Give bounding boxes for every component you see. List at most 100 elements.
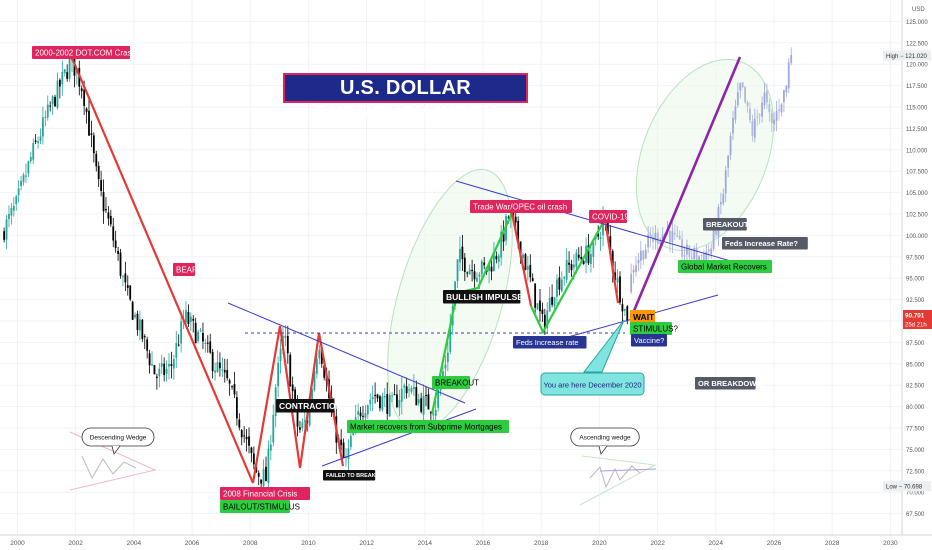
x-tick-label: 2000: [10, 540, 25, 547]
candle-body: [519, 241, 522, 258]
candle-body: [235, 397, 238, 419]
candle-body: [381, 396, 384, 410]
candle-body: [563, 277, 566, 279]
candle-body: [536, 303, 539, 310]
annotation-stimulus: STIMULUS?: [633, 325, 678, 334]
annotation-box-global-market-recovers: [678, 260, 772, 273]
candle-body: [405, 386, 408, 394]
projected-candle-body: [637, 259, 640, 264]
candle-body: [194, 322, 197, 344]
candle-body: [151, 364, 153, 366]
projected-candle-body: [688, 245, 691, 258]
candle-body: [95, 153, 98, 167]
candle-body: [112, 226, 115, 241]
candle-body: [456, 259, 459, 281]
x-tick-label: 2022: [650, 540, 665, 547]
candle-body: [468, 269, 471, 275]
annotation-box-bullish-impulse: [443, 290, 521, 304]
candle-body: [575, 252, 578, 268]
projected-candle-body: [673, 232, 676, 235]
candle-body: [541, 309, 544, 314]
candle-body: [493, 254, 495, 271]
projected-candle-body: [790, 55, 793, 63]
y-tick-label: 122.500: [906, 41, 928, 47]
annotation-box-covid-19: [589, 210, 627, 223]
projected-candle-body: [705, 251, 708, 261]
projected-candle-body: [770, 113, 773, 124]
candle-body: [410, 387, 413, 392]
candle-body: [279, 348, 282, 362]
annotation-box-trade-war-opec-oil-crash: [470, 200, 572, 213]
projected-candle-body: [639, 250, 642, 261]
y-tick-label: 67.500: [906, 512, 925, 518]
candle-body: [175, 343, 178, 358]
callout-box: [540, 372, 645, 396]
candle-body: [299, 427, 301, 430]
y-tick-label: 77.500: [906, 427, 925, 433]
candle-body: [131, 301, 134, 320]
projected-candle-body: [681, 239, 683, 257]
projected-candle-body: [768, 104, 771, 113]
candle-body: [611, 251, 614, 272]
candle-body: [606, 220, 609, 235]
y-tick-label: 72.500: [906, 469, 925, 475]
candle-body: [590, 254, 592, 265]
y-tick-label: 110.000: [906, 148, 928, 154]
candle-body: [313, 371, 316, 391]
candle-body: [260, 479, 263, 484]
candle-body: [267, 448, 270, 483]
wedge-diagrams: [69, 431, 657, 506]
candle-body: [248, 436, 250, 446]
annotation-box-bailout-stimulus: [220, 500, 290, 513]
projected-candle-body: [635, 265, 637, 273]
candle-body: [153, 365, 156, 375]
candle-body: [265, 466, 267, 482]
candle-body: [66, 72, 69, 79]
candle-body: [340, 439, 343, 446]
candle-body: [609, 236, 612, 251]
candle-body: [311, 389, 313, 401]
x-tick-label: 2028: [825, 540, 840, 547]
candle-body: [105, 208, 107, 211]
candle-body: [529, 264, 532, 278]
candle-body: [320, 347, 323, 364]
candle-body: [56, 80, 59, 108]
projected-candle-body: [751, 120, 754, 137]
candlestick-series: [3, 48, 629, 495]
candle-body: [49, 105, 52, 107]
annotation-failed-to-break: FAILED TO BREAK: [326, 473, 376, 479]
candle-body: [109, 215, 112, 225]
candle-body: [388, 395, 391, 417]
candle-body: [473, 271, 476, 280]
candle-body: [44, 116, 47, 118]
candle-body: [446, 352, 449, 363]
candle-body: [63, 69, 66, 74]
annotation-feds-increase-rate: Feds Increase Rate?: [725, 239, 798, 248]
candle-body: [577, 254, 580, 258]
candle-body: [233, 384, 236, 395]
candle-body: [546, 310, 549, 328]
y-tick-label: 115.000: [906, 106, 928, 112]
y-tick-label: 112.500: [906, 127, 928, 133]
candle-body: [623, 308, 626, 311]
annotation-market-recovers-from-subprime-mortgages: Market recovers from Subprime Mortgages: [350, 423, 502, 432]
candle-body: [85, 108, 88, 112]
candle-body: [551, 296, 554, 305]
candle-body: [245, 436, 248, 440]
candle-body: [143, 336, 146, 338]
projected-candle-body: [647, 234, 650, 248]
candle-body: [383, 395, 386, 398]
candle-body: [139, 319, 141, 331]
candle-body: [22, 174, 25, 182]
candle-body: [558, 277, 561, 290]
projected-candle-body: [669, 230, 671, 243]
candle-body: [148, 353, 151, 366]
candle-body: [386, 394, 389, 414]
candle-body: [90, 133, 93, 135]
x-tick-label: 2006: [185, 540, 200, 547]
candle-body: [599, 237, 602, 239]
candle-body: [539, 300, 541, 312]
annotation-box-stimulus: [630, 322, 672, 335]
annotation-or-breakdown: OR BREAKDOWN?: [698, 379, 767, 388]
